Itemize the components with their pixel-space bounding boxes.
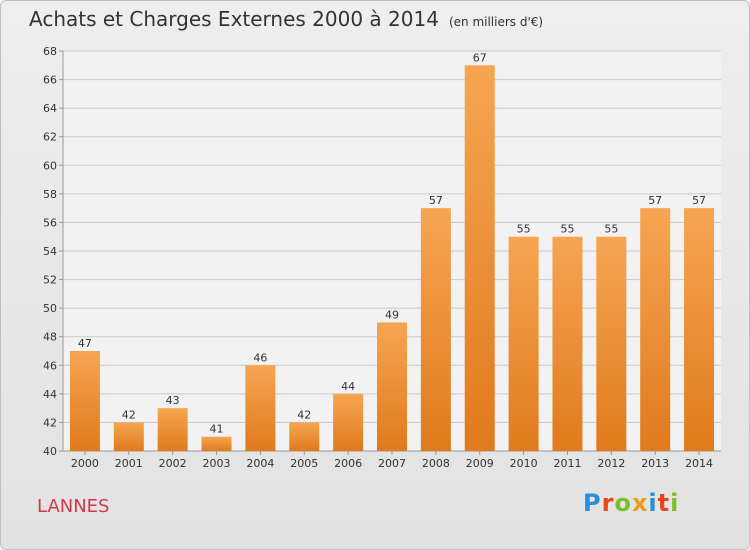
x-tick-label: 2007 bbox=[378, 457, 406, 470]
bar bbox=[508, 236, 539, 451]
y-tick-label: 64 bbox=[43, 102, 57, 115]
chart-title: Achats et Charges Externes 2000 à 2014 (e… bbox=[29, 7, 543, 31]
bar-value-label: 47 bbox=[78, 337, 92, 350]
bar bbox=[113, 422, 144, 451]
bar-value-label: 44 bbox=[341, 380, 355, 393]
bar-value-label: 67 bbox=[473, 51, 487, 64]
logo-letter: t bbox=[657, 489, 671, 517]
y-tick-label: 48 bbox=[43, 331, 57, 344]
logo-letter: x bbox=[631, 489, 649, 517]
x-tick-label: 2014 bbox=[685, 457, 713, 470]
x-tick-label: 2004 bbox=[246, 457, 274, 470]
x-tick-label: 2006 bbox=[334, 457, 362, 470]
bar bbox=[420, 208, 451, 451]
bar-value-label: 57 bbox=[429, 194, 443, 207]
commune-name: LANNES bbox=[37, 496, 110, 517]
x-tick-label: 2000 bbox=[71, 457, 99, 470]
x-tick-label: 2003 bbox=[203, 457, 231, 470]
bar bbox=[552, 236, 583, 451]
y-tick-label: 66 bbox=[43, 74, 57, 87]
x-tick-label: 2009 bbox=[466, 457, 494, 470]
bar bbox=[464, 65, 495, 452]
y-tick-label: 68 bbox=[43, 45, 57, 58]
logo-letter: r bbox=[601, 489, 615, 517]
bar bbox=[245, 365, 276, 451]
bar-value-label: 55 bbox=[604, 223, 618, 236]
bar-value-label: 42 bbox=[297, 408, 311, 421]
y-tick-label: 56 bbox=[43, 216, 57, 229]
x-tick-label: 2008 bbox=[422, 457, 450, 470]
chart-unit: (en milliers d'€) bbox=[448, 15, 544, 29]
x-tick-label: 2011 bbox=[553, 457, 581, 470]
y-tick-label: 42 bbox=[43, 416, 57, 429]
bar bbox=[640, 208, 671, 451]
bar-value-label: 42 bbox=[122, 408, 136, 421]
logo-letter: P bbox=[583, 489, 602, 517]
chart-title-text: Achats et Charges Externes 2000 à 2014 bbox=[29, 7, 439, 31]
bar-value-label: 43 bbox=[166, 394, 180, 407]
y-tick-label: 62 bbox=[43, 131, 57, 144]
bar bbox=[157, 408, 188, 451]
y-tick-label: 54 bbox=[43, 245, 57, 258]
bar bbox=[201, 436, 232, 451]
y-tick-label: 46 bbox=[43, 359, 57, 372]
bar-value-label: 46 bbox=[253, 351, 267, 364]
bar bbox=[69, 351, 100, 451]
logo-letter: i bbox=[670, 489, 680, 517]
y-tick-label: 44 bbox=[43, 388, 57, 401]
x-tick-label: 2012 bbox=[597, 457, 625, 470]
x-tick-label: 2005 bbox=[290, 457, 318, 470]
x-tick-label: 2002 bbox=[159, 457, 187, 470]
bar-value-label: 57 bbox=[692, 194, 706, 207]
bar-value-label: 55 bbox=[517, 223, 531, 236]
bar bbox=[596, 236, 627, 451]
x-tick-label: 2001 bbox=[115, 457, 143, 470]
proxiti-logo: Proxiti bbox=[583, 489, 679, 517]
bar-value-label: 57 bbox=[648, 194, 662, 207]
y-tick-label: 40 bbox=[43, 445, 57, 458]
y-tick-label: 58 bbox=[43, 188, 57, 201]
bar bbox=[377, 322, 407, 451]
bar bbox=[333, 393, 364, 451]
bar bbox=[684, 208, 715, 451]
bar-value-label: 55 bbox=[560, 223, 574, 236]
x-tick-label: 2013 bbox=[641, 457, 669, 470]
bar-value-label: 49 bbox=[385, 308, 399, 321]
bar-value-label: 41 bbox=[210, 423, 224, 436]
y-tick-label: 50 bbox=[43, 302, 57, 315]
x-tick-label: 2010 bbox=[510, 457, 538, 470]
y-tick-label: 52 bbox=[43, 274, 57, 287]
y-tick-label: 60 bbox=[43, 159, 57, 172]
logo-letter: i bbox=[648, 489, 658, 517]
bar bbox=[289, 422, 320, 451]
logo-letter: o bbox=[614, 489, 632, 517]
